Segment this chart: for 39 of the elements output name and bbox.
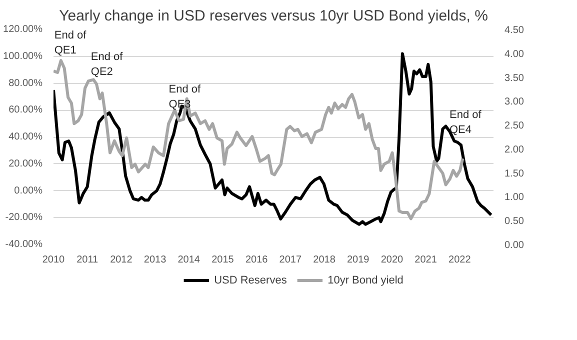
y2-tick-label: 2.00 [504, 144, 524, 156]
y2-tick-label: 1.00 [504, 192, 524, 204]
y-tick-label: 60.00% [8, 104, 43, 116]
annotation: End of QE1 [54, 30, 88, 56]
x-tick-label: 2015 [212, 254, 234, 266]
x-tick-label: 2022 [448, 254, 472, 266]
x-tick-label: 2017 [279, 254, 302, 266]
annotation: End of QE3 [168, 83, 202, 110]
annotation: End of QE4 [450, 109, 482, 136]
legend-label: 10yr Bond yield [328, 274, 404, 286]
y-tick-label: 0.00% [14, 185, 43, 196]
y2-tick-label: 0.00 [504, 240, 524, 251]
x-tick-label: 2016 [245, 254, 268, 266]
y2-tick-label: 3.00 [504, 96, 524, 108]
y2-tick-label: 0.50 [504, 216, 524, 228]
annotation: End of QE2 [90, 51, 124, 78]
y2-tick-label: 2.50 [504, 120, 524, 132]
x-tick-label: 2021 [414, 254, 438, 266]
y2-tick-label: 4.00 [504, 48, 524, 60]
x-tick-label: 2020 [380, 254, 404, 266]
y2-tick-label: 1.50 [504, 168, 524, 180]
y-tick-label: 40.00% [8, 132, 43, 142]
x-tick-label: 2011 [76, 254, 99, 266]
y-tick-label: 120.00% [3, 24, 43, 35]
legend-label: USD Reserves [214, 274, 288, 286]
chart-title: Yearly change in USD reserves versus 10yr USD Bond yields, % [59, 8, 488, 24]
x-tick-label: 2013 [144, 254, 167, 266]
x-tick-label: 2019 [346, 254, 370, 266]
y-tick-label: 100.00% [3, 50, 43, 62]
y-tick-label: 20.00% [8, 158, 43, 170]
y2-tick-label: 3.50 [504, 72, 524, 84]
x-tick-label: 2012 [110, 254, 133, 266]
x-tick-label: 2014 [178, 254, 200, 266]
y-tick-label: 80.00% [8, 78, 43, 89]
y-tick-label: -40.00% [5, 239, 43, 250]
x-tick-label: 2010 [42, 254, 66, 266]
y-tick-label: -20.00% [5, 212, 43, 224]
y2-tick-label: 4.50 [504, 25, 524, 36]
x-tick-label: 2018 [313, 254, 336, 266]
